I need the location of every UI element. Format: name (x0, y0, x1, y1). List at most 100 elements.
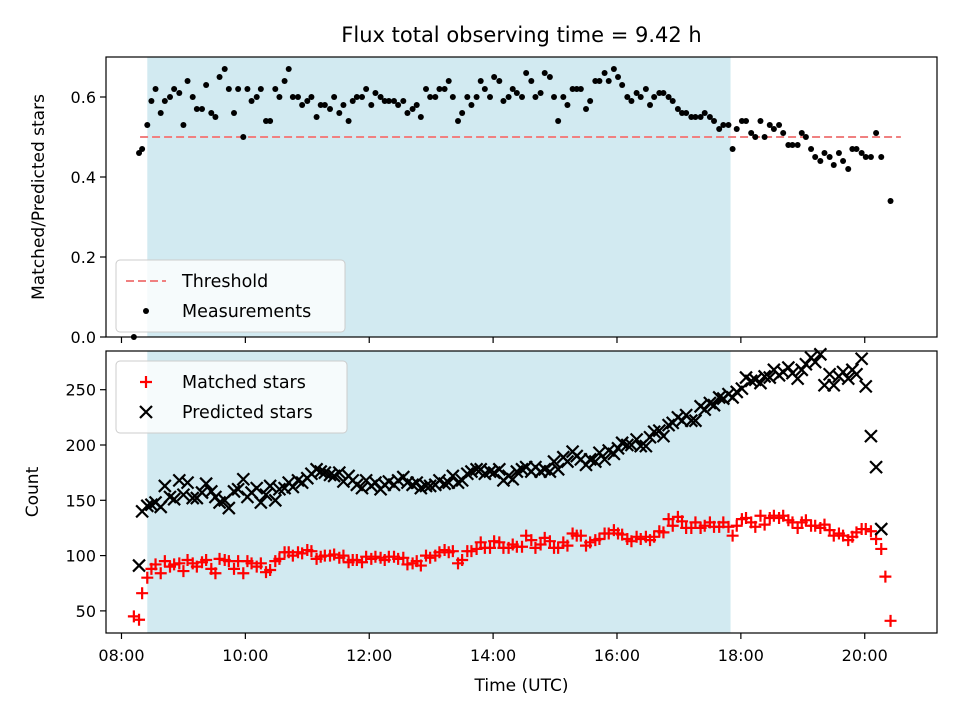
data-point (817, 158, 824, 164)
axes-frame (105, 56, 938, 338)
data-point (391, 98, 398, 104)
data-point (753, 376, 768, 390)
data-point (321, 102, 328, 108)
data-point (456, 554, 469, 567)
data-point (619, 82, 626, 88)
data-point (345, 118, 352, 124)
data-point (629, 432, 644, 447)
data-point (716, 126, 723, 132)
data-point (849, 367, 864, 382)
data-point (853, 146, 860, 152)
data-point (141, 571, 154, 584)
data-point (273, 552, 286, 565)
data-point (683, 110, 690, 116)
x-tick-label: 16:00 (594, 646, 640, 665)
data-point (432, 94, 439, 100)
data-point (236, 472, 251, 487)
data-point (484, 541, 497, 554)
legend-label: Matched stars (182, 373, 306, 393)
data-point (639, 439, 653, 453)
data-point (171, 86, 178, 92)
data-point (577, 86, 584, 92)
data-point (679, 110, 686, 116)
data-point (573, 86, 580, 92)
data-point (460, 466, 475, 481)
data-point (798, 130, 805, 136)
data-point (199, 476, 213, 491)
data-point (862, 154, 869, 160)
data-point (666, 519, 679, 532)
data-point (409, 106, 416, 112)
data-point (697, 114, 704, 120)
data-point (830, 162, 837, 168)
data-point (309, 462, 324, 477)
data-point (560, 454, 575, 469)
data-point (509, 86, 516, 92)
data-point (574, 529, 587, 542)
data-point (593, 533, 606, 545)
data-point (662, 513, 675, 526)
data-point (327, 106, 334, 112)
data-point (254, 557, 267, 570)
data-point (424, 551, 437, 564)
data-point (766, 122, 773, 128)
data-point (657, 526, 670, 539)
data-point (726, 529, 739, 542)
data-point (560, 94, 567, 100)
data-point (152, 86, 159, 92)
y-tick-label: 0.6 (71, 88, 96, 107)
data-point (561, 539, 574, 552)
data-point (884, 614, 897, 627)
y-tick-label: 100 (65, 547, 96, 566)
data-point (605, 78, 612, 84)
data-point (543, 535, 556, 548)
data-point (459, 110, 466, 116)
data-point (733, 126, 740, 132)
data-point (353, 94, 360, 100)
data-point (546, 74, 553, 80)
data-point (491, 74, 498, 80)
data-point (397, 551, 410, 564)
legend-label: Predicted stars (182, 403, 313, 423)
data-point (468, 102, 475, 108)
data-point (313, 464, 328, 479)
data-point (841, 371, 855, 386)
data-point (185, 491, 200, 505)
data-point (519, 94, 526, 100)
y-axis-label: Count (23, 466, 43, 517)
data-point (259, 487, 273, 502)
data-point (725, 122, 732, 128)
data-point (688, 413, 703, 428)
data-point (525, 534, 538, 547)
data-point (172, 473, 187, 488)
data-point (873, 130, 880, 136)
data-point (879, 570, 892, 583)
data-point (749, 520, 762, 533)
data-point (845, 166, 852, 172)
data-point (808, 146, 815, 152)
data-point (221, 66, 228, 72)
data-point (592, 78, 599, 84)
data-point (854, 351, 869, 366)
legend-swatch-plus (140, 376, 152, 388)
data-point (840, 158, 847, 164)
data-point (225, 86, 232, 92)
data-point (477, 78, 484, 84)
data-point (313, 114, 320, 120)
axes-frame (105, 350, 938, 634)
data-point (874, 522, 889, 536)
data-point (564, 102, 571, 108)
data-point (268, 493, 283, 508)
data-point (264, 563, 277, 576)
data-point (222, 501, 236, 515)
data-point (790, 371, 805, 386)
data-point (597, 452, 612, 467)
legend: Matched stars Predicted stars (115, 360, 348, 434)
data-point (363, 86, 370, 92)
data-point (308, 94, 315, 100)
data-point (665, 94, 672, 100)
data-point (231, 110, 238, 116)
data-point (752, 134, 759, 140)
data-point (465, 545, 478, 558)
data-point (528, 78, 535, 84)
